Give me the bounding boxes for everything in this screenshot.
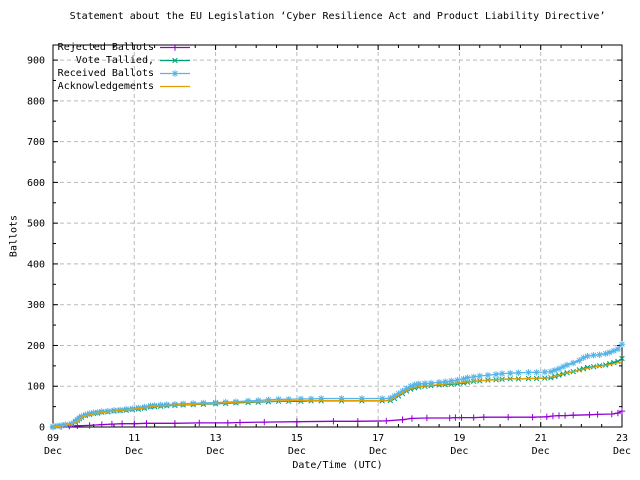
legend-sample-line — [160, 85, 190, 88]
legend-item-acknowledgements: Acknowledgements — [57, 80, 192, 93]
x-tick-label-month: Dec — [288, 446, 306, 457]
y-tick-label: 0 — [39, 423, 45, 434]
legend-item-received-ballots: Received Ballots — [57, 67, 192, 80]
asterisk-icon — [171, 70, 179, 77]
x-tick-label-day: 19 — [453, 433, 465, 444]
y-tick-label: 300 — [27, 300, 45, 311]
y-tick-label: 800 — [27, 96, 45, 107]
x-tick-label-month: Dec — [44, 446, 62, 457]
x-tick-label-day: 21 — [535, 433, 547, 444]
tick-labels: 0 100 200 300 400 500 600 700 800 900 09 Dec 11 Dec 13… — [27, 56, 631, 457]
legend-sample-line — [160, 44, 190, 51]
legend-sample-line — [160, 70, 190, 77]
x-tick-label-day: 17 — [372, 433, 384, 444]
legend-label: Rejected Ballots — [57, 42, 154, 53]
y-tick-label: 400 — [27, 259, 45, 270]
grid — [53, 45, 622, 427]
x-tick-label-day: 09 — [47, 433, 59, 444]
x-tick-label-day: 11 — [128, 433, 140, 444]
chart-title: Statement about the EU Legislation ‘Cybe… — [69, 11, 606, 22]
legend-sample-line — [160, 57, 190, 64]
legend-label: Vote Tallied, — [75, 55, 154, 66]
x-tick-label-day: 23 — [616, 433, 628, 444]
x-tick-label-month: Dec — [369, 446, 387, 457]
series-line — [52, 361, 623, 428]
x-tick-label-month: Dec — [450, 446, 468, 457]
x-tick-label-day: 13 — [210, 433, 222, 444]
x-tick-label-month: Dec — [207, 446, 225, 457]
x-axis-label: Date/Time (UTC) — [292, 460, 383, 471]
legend-item-rejected-ballots: Rejected Ballots — [57, 41, 192, 54]
series-vote-tallied — [50, 355, 625, 430]
y-tick-label: 900 — [27, 56, 45, 67]
y-tick-label: 700 — [27, 137, 45, 148]
y-tick-label: 200 — [27, 341, 45, 352]
x-tick-label-day: 15 — [291, 433, 303, 444]
legend-label: Acknowledgements — [57, 81, 154, 92]
y-tick-label: 600 — [27, 178, 45, 189]
y-tick-label: 100 — [27, 382, 45, 393]
x-tick-label-month: Dec — [532, 446, 550, 457]
x-tick-label-month: Dec — [125, 446, 143, 457]
cross-markers — [50, 355, 625, 430]
series-acknowledgements — [52, 361, 623, 428]
y-axis-label: Ballots — [8, 214, 20, 258]
legend-item-vote-tallied: Vote Tallied, — [57, 54, 192, 67]
cross-icon — [172, 57, 178, 64]
legend-label: Received Ballots — [57, 68, 154, 79]
y-tick-label: 500 — [27, 219, 45, 230]
x-tick-label-month: Dec — [613, 446, 631, 457]
series-line — [52, 343, 623, 428]
plus-icon — [171, 44, 179, 51]
legend: Rejected Ballots Vote Tallied, Received Ba… — [57, 41, 192, 93]
